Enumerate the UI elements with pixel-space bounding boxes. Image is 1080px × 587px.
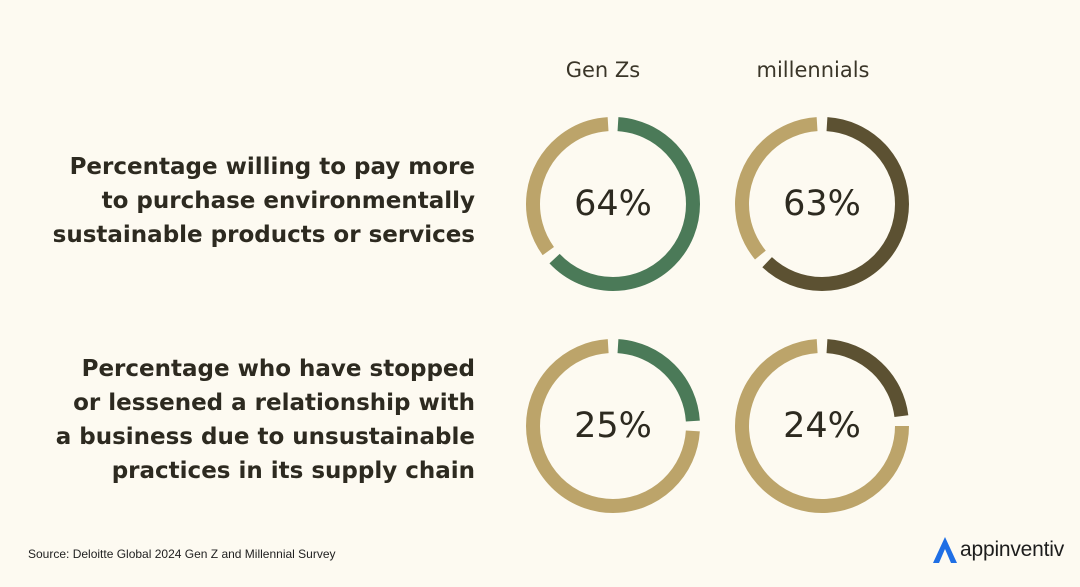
donut-value-arc — [735, 117, 909, 291]
donut-chart — [526, 117, 700, 291]
row-label-line: a business due to unsustainable — [55, 424, 475, 450]
row-label-line: Percentage who have stopped — [81, 356, 475, 382]
column-header-millennials: millennials — [756, 58, 870, 82]
row-label-line: practices in its supply chain — [111, 458, 475, 484]
donut-chart — [735, 339, 909, 513]
donut-track — [526, 117, 700, 291]
row-label-line: to purchase environmentally — [101, 188, 475, 214]
column-header-gen-z: Gen Zs — [565, 58, 641, 82]
donut-value-label: 25% — [574, 406, 652, 446]
donut-value-label: 24% — [783, 406, 861, 446]
donut-track — [735, 117, 909, 291]
donut-millennials-pay-more: 63% — [732, 114, 912, 294]
row-label-line: or lessened a relationship with — [73, 390, 475, 416]
donut-track — [735, 339, 909, 513]
donut-chart — [526, 339, 700, 513]
logo-text: appinventiv — [960, 538, 1065, 561]
appinventiv-logo[interactable]: appinventiv — [932, 534, 1064, 566]
appinventiv-logo-icon — [933, 537, 957, 563]
donut-track — [526, 339, 700, 513]
source-note: Source: Deloitte Global 2024 Gen Z and M… — [28, 547, 336, 561]
row-label-line: sustainable products or services — [52, 222, 475, 248]
donut-gen-z-pay-more: 64% — [523, 114, 703, 294]
row-label-pay-more: Percentage willing to pay more to purcha… — [15, 150, 475, 252]
row-label-line: Percentage willing to pay more — [69, 154, 475, 180]
donut-value-label: 63% — [783, 184, 861, 224]
donut-value-label: 64% — [574, 184, 652, 224]
donut-value-arc — [526, 117, 700, 291]
row-label-stopped-relationship: Percentage who have stopped or lessened … — [15, 352, 475, 488]
donut-gen-z-stopped: 25% — [523, 336, 703, 516]
donut-millennials-stopped: 24% — [732, 336, 912, 516]
donut-chart — [735, 117, 909, 291]
